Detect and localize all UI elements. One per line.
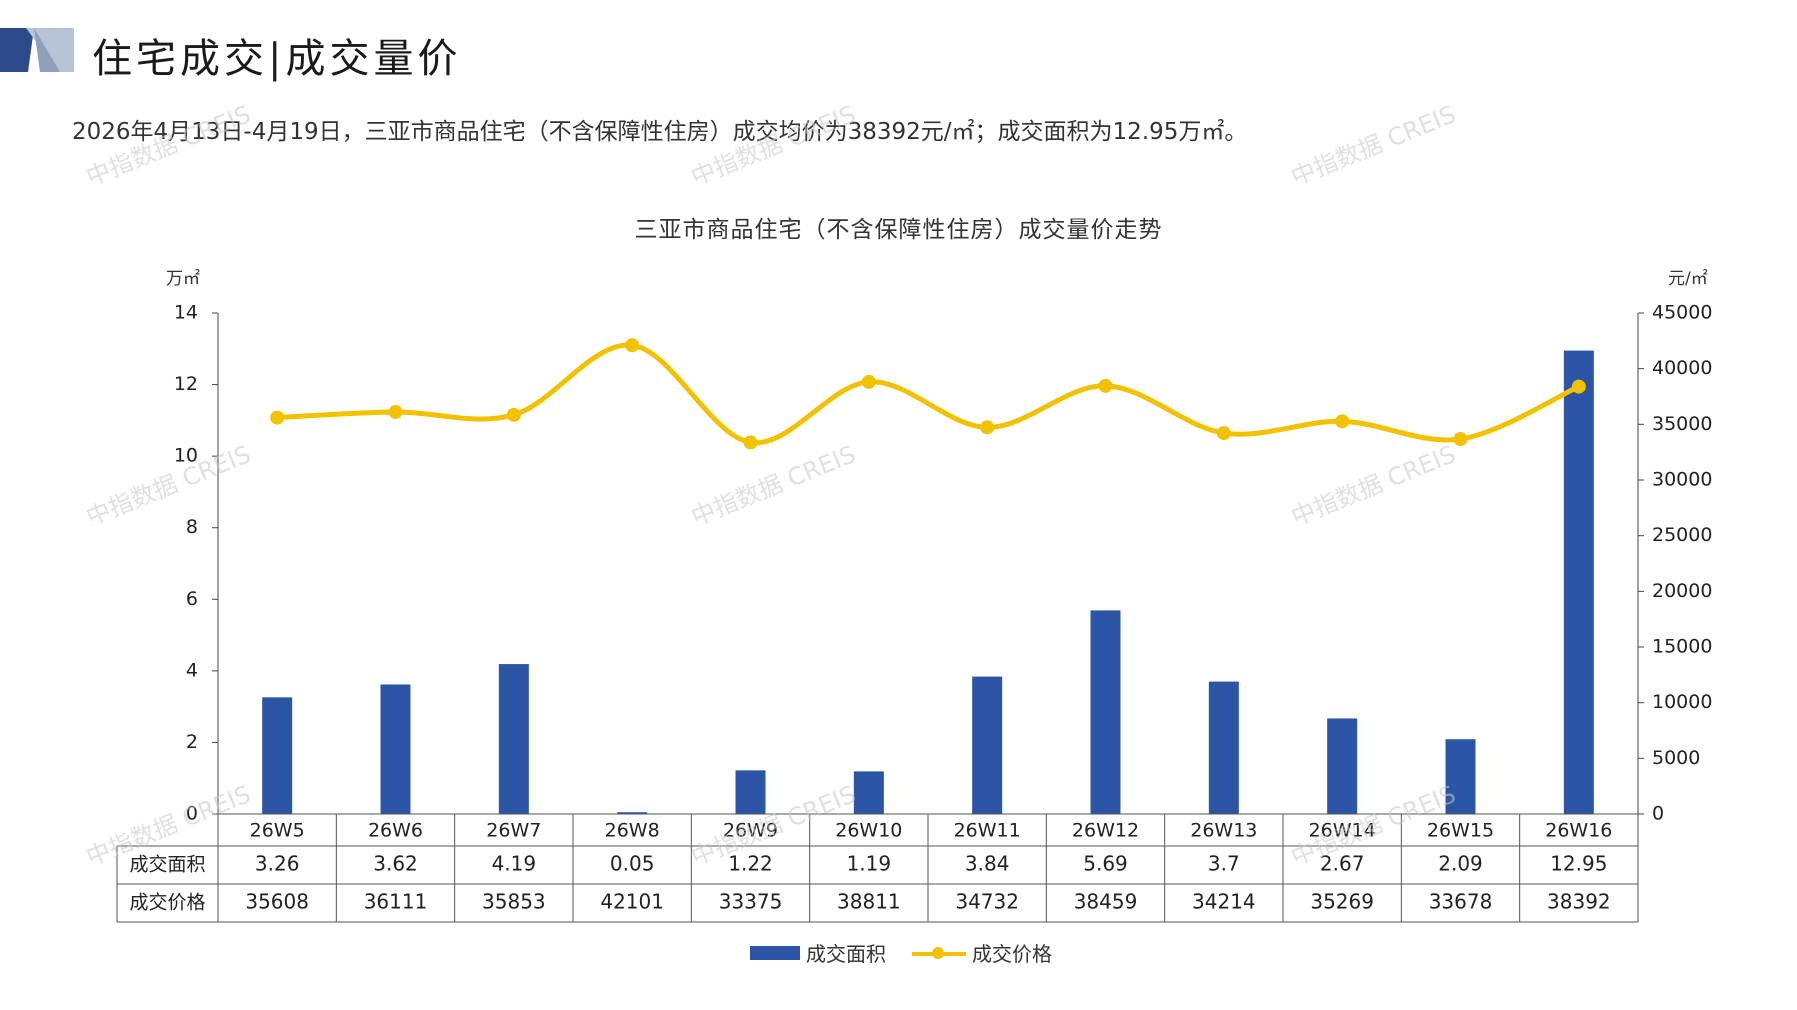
chart-title: 三亚市商品住宅（不含保障性住房）成交量价走势	[634, 217, 1163, 243]
price-point	[388, 404, 403, 419]
left-tick-label: 12	[174, 373, 198, 395]
left-tick-label: 4	[186, 659, 198, 681]
table-cell-price: 34214	[1192, 890, 1256, 914]
bar	[853, 771, 884, 814]
price-point	[506, 407, 521, 422]
legend-item-price: 成交价格	[912, 938, 1052, 967]
legend-label-area: 成交面积	[806, 942, 886, 966]
price-point	[1335, 414, 1350, 429]
table-cell-area: 1.22	[728, 852, 773, 876]
left-tick-label: 8	[186, 516, 198, 538]
page-title: 住宅成交|成交量价	[92, 36, 462, 82]
legend-line-swatch	[912, 946, 966, 960]
bar	[498, 664, 529, 814]
x-category-label: 26W15	[1427, 820, 1494, 842]
legend-label-price: 成交价格	[972, 942, 1052, 966]
price-point	[1571, 379, 1586, 394]
right-tick-label: 15000	[1652, 636, 1712, 658]
table-cell-price: 34732	[955, 890, 1019, 914]
bar	[1327, 718, 1358, 814]
x-category-label: 26W11	[954, 820, 1021, 842]
left-tick-label: 6	[186, 588, 198, 610]
left-tick-label: 10	[174, 445, 198, 467]
right-tick-label: 5000	[1652, 747, 1700, 769]
price-point	[1453, 432, 1468, 447]
bar	[972, 676, 1003, 814]
table-cell-area: 3.26	[255, 852, 300, 876]
x-category-label: 26W12	[1072, 820, 1139, 842]
right-tick-label: 0	[1652, 803, 1664, 825]
left-tick-label: 14	[174, 302, 198, 324]
table-cell-area: 2.67	[1320, 852, 1365, 876]
table-cell-price: 33375	[719, 890, 783, 914]
table-cell-area: 3.84	[965, 852, 1010, 876]
left-axis-unit: 万㎡	[166, 269, 200, 289]
x-category-label: 26W7	[486, 820, 541, 842]
x-category-label: 26W8	[605, 820, 660, 842]
table-cell-area: 1.19	[847, 852, 892, 876]
table-cell-price: 42101	[600, 890, 664, 914]
table-cell-price: 38392	[1547, 890, 1611, 914]
bar	[617, 812, 648, 814]
summary-text: 2026年4月13日-4月19日，三亚市商品住宅（不含保障性住房）成交均价为38…	[72, 119, 1248, 145]
bar	[262, 697, 293, 814]
right-tick-label: 40000	[1652, 357, 1712, 379]
price-point	[1098, 378, 1113, 393]
table-cell-area: 2.09	[1438, 852, 1483, 876]
table-row-header-price: 成交价格	[129, 892, 205, 914]
right-tick-label: 10000	[1652, 691, 1712, 713]
left-tick-label: 2	[186, 731, 198, 753]
right-tick-label: 35000	[1652, 413, 1712, 435]
table-cell-price: 35608	[245, 890, 309, 914]
table-row-header-area: 成交面积	[129, 854, 205, 876]
table-cell-area: 12.95	[1550, 852, 1607, 876]
table-cell-price: 38811	[837, 890, 901, 914]
x-category-label: 26W13	[1190, 820, 1257, 842]
table-cell-area: 3.7	[1208, 852, 1240, 876]
table-cell-area: 3.62	[373, 852, 418, 876]
bar	[1208, 681, 1239, 814]
bar	[735, 770, 766, 814]
right-axis-unit: 元/㎡	[1668, 269, 1708, 289]
legend-bar-swatch	[750, 945, 800, 960]
price-point	[980, 420, 995, 435]
logo-icon	[0, 28, 74, 72]
price-point	[1216, 426, 1231, 441]
table-cell-price: 33678	[1429, 890, 1493, 914]
right-tick-label: 25000	[1652, 524, 1712, 546]
right-tick-label: 20000	[1652, 580, 1712, 602]
x-category-label: 26W14	[1309, 820, 1376, 842]
x-category-label: 26W9	[723, 820, 778, 842]
chart-legend: 成交面积 成交价格	[750, 938, 1052, 967]
x-category-label: 26W5	[250, 820, 305, 842]
table-cell-area: 4.19	[492, 852, 537, 876]
left-tick-label: 0	[186, 803, 198, 825]
right-tick-label: 45000	[1652, 302, 1712, 324]
price-point	[270, 410, 285, 425]
price-line	[277, 342, 1580, 446]
x-category-label: 26W6	[368, 820, 423, 842]
bar	[380, 684, 411, 814]
table-cell-area: 5.69	[1083, 852, 1128, 876]
table-cell-price: 35269	[1310, 890, 1374, 914]
page-header: 住宅成交|成交量价	[0, 18, 600, 82]
right-tick-label: 30000	[1652, 469, 1712, 491]
legend-item-area: 成交面积	[750, 938, 886, 967]
price-point	[861, 374, 876, 389]
bar	[1090, 610, 1121, 814]
bar	[1563, 350, 1594, 814]
price-point	[743, 435, 758, 450]
table-cell-price: 36111	[364, 890, 428, 914]
table-cell-area: 0.05	[610, 852, 655, 876]
table-cell-price: 35853	[482, 890, 546, 914]
x-category-label: 26W16	[1545, 820, 1612, 842]
x-category-label: 26W10	[835, 820, 902, 842]
table-cell-price: 38459	[1074, 890, 1138, 914]
bar	[1445, 739, 1476, 814]
price-point	[625, 338, 640, 353]
